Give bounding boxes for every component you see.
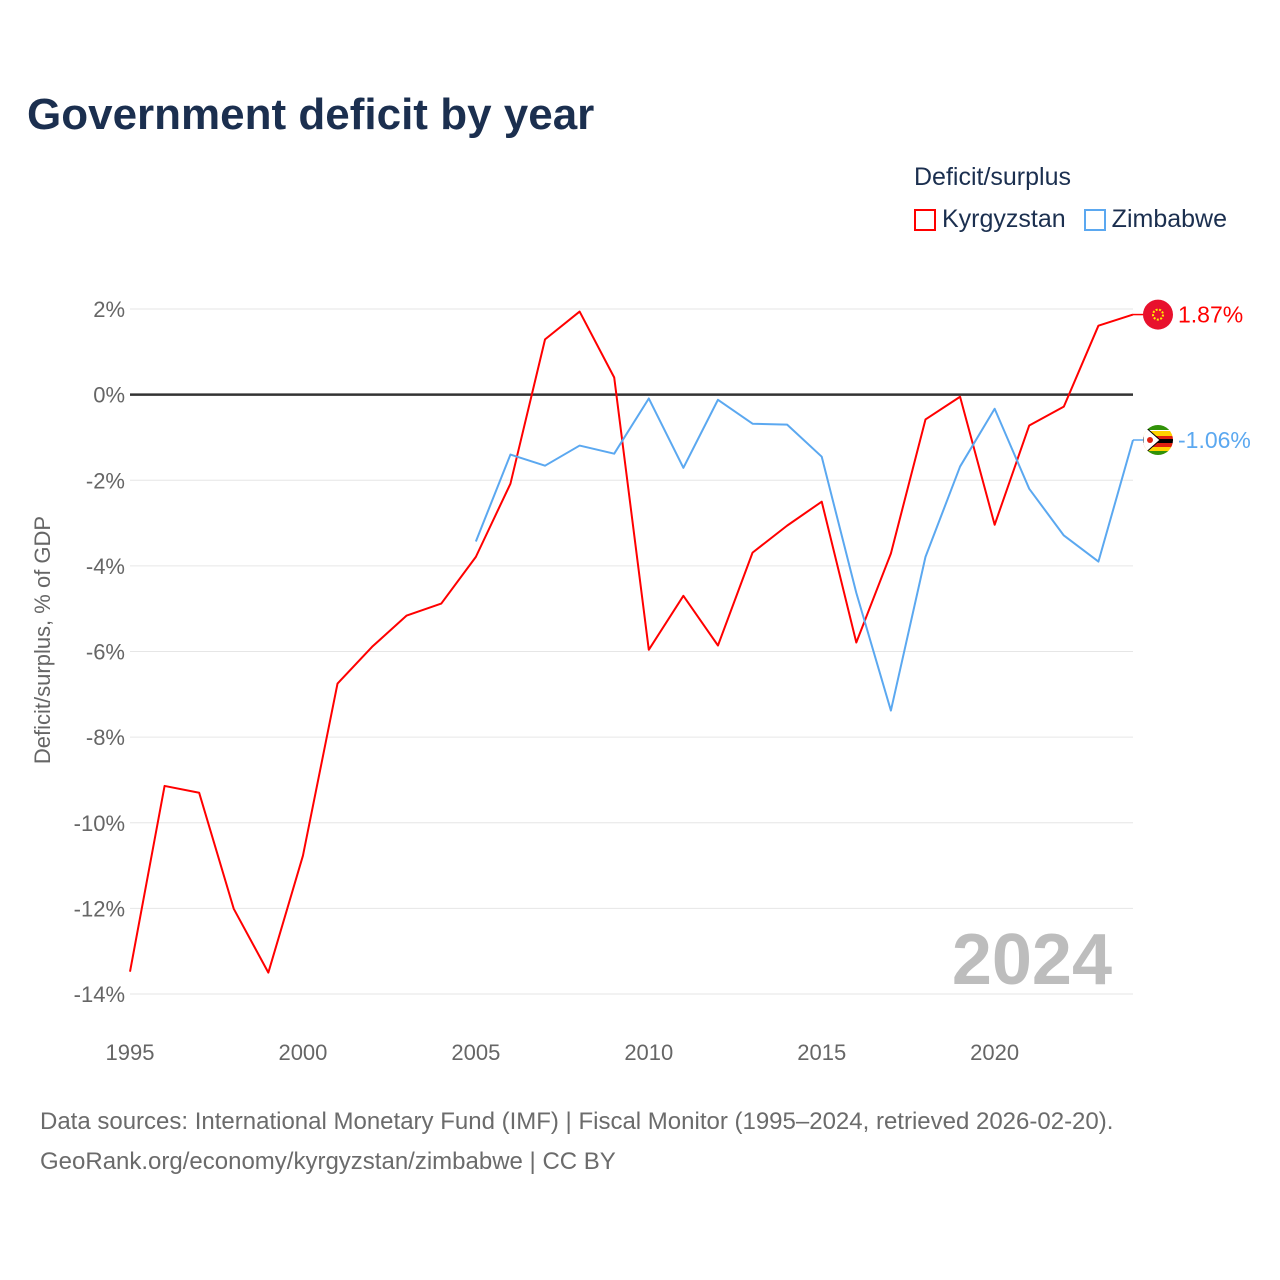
flag-star-icon <box>1147 437 1153 444</box>
legend-swatch <box>914 208 936 231</box>
legend-title: Deficit/surplus <box>914 163 1071 191</box>
x-tick-label: 2010 <box>624 1040 673 1065</box>
legend-label: Kyrgyzstan <box>942 205 1066 233</box>
y-tick-label: -12% <box>74 896 125 921</box>
legend: Kyrgyzstan Zimbabwe <box>914 205 1227 234</box>
y-tick-label: -2% <box>86 468 125 493</box>
year-watermark: 2024 <box>952 920 1112 1000</box>
flag-stripe <box>1143 447 1173 453</box>
series-line-zimbabwe <box>474 397 1134 712</box>
flag-stripe <box>1143 425 1173 431</box>
x-tick-label: 1995 <box>106 1040 155 1065</box>
y-tick-label: 0% <box>93 383 125 408</box>
x-tick-label: 2015 <box>797 1040 846 1065</box>
y-tick-label: 2% <box>93 297 125 322</box>
legend-item-kyrgyzstan[interactable]: Kyrgyzstan <box>914 205 1066 234</box>
legend-item-zimbabwe[interactable]: Zimbabwe <box>1083 205 1227 234</box>
legend-swatch <box>1083 208 1106 231</box>
x-tick-label: 2020 <box>970 1040 1019 1065</box>
kyrgyzstan-flag-icon <box>1143 299 1173 330</box>
end-value-label: 1.87% <box>1178 302 1243 328</box>
flag-stripe <box>1143 443 1173 449</box>
series-line-kyrgyzstan <box>129 310 1134 974</box>
source-link[interactable]: GeoRank.org/economy/kyrgyzstan/zimbabwe … <box>40 1148 616 1175</box>
y-tick-label: -14% <box>74 982 125 1007</box>
end-value-label: -1.06% <box>1178 427 1251 453</box>
y-tick-label: -6% <box>86 640 125 665</box>
legend-label: Zimbabwe <box>1111 205 1227 233</box>
y-axis-label: Deficit/surplus, % of GDP <box>30 516 55 764</box>
y-tick-label: -4% <box>86 554 125 579</box>
x-tick-label: 2005 <box>451 1040 500 1065</box>
data-sources: Data sources: International Monetary Fun… <box>40 1108 1114 1135</box>
y-tick-label: -8% <box>86 725 125 750</box>
flag-stripe <box>1143 431 1173 437</box>
y-tick-label: -10% <box>74 811 125 836</box>
chart-title: Government deficit by year <box>27 90 595 139</box>
flag-sun-icon <box>1152 308 1164 321</box>
x-tick-label: 2000 <box>278 1040 327 1065</box>
flag-stripe <box>1143 451 1173 456</box>
